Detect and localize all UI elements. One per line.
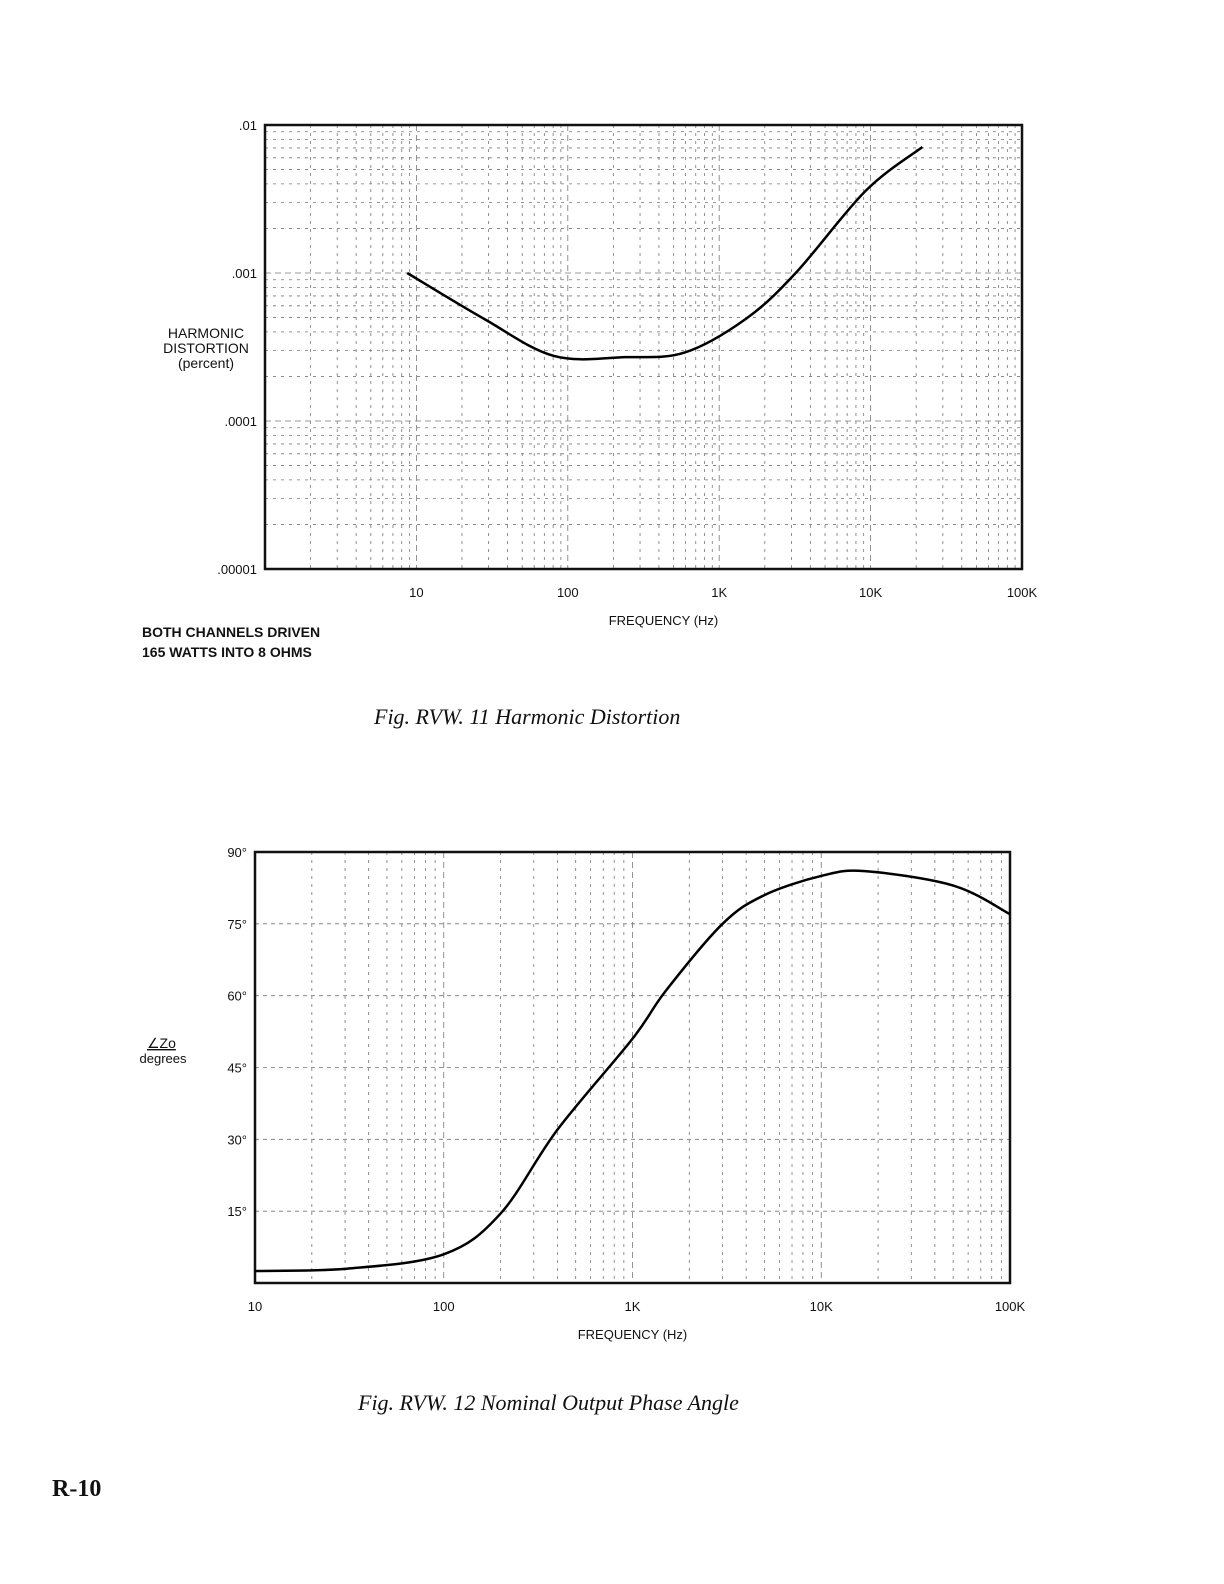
x-axis-label: FREQUENCY (Hz) — [578, 1327, 688, 1342]
x-axis-label: FREQUENCY (Hz) — [609, 613, 719, 628]
y-tick-label: 30° — [227, 1132, 247, 1147]
x-tick-label: 10K — [810, 1299, 833, 1314]
x-tick-label: 100 — [433, 1299, 455, 1314]
y-tick-label: .0001 — [224, 414, 257, 429]
x-tick-label: 100 — [557, 585, 579, 600]
x-tick-label: 10 — [248, 1299, 262, 1314]
figure-11-caption: Fig. RVW. 11 Harmonic Distortion — [374, 704, 681, 729]
y-axis-label: HARMONIC — [168, 325, 244, 341]
plot-frame — [263, 123, 1024, 571]
x-tick-label: 100K — [995, 1299, 1026, 1314]
figure-12-caption: Fig. RVW. 12 Nominal Output Phase Angle — [358, 1390, 739, 1415]
page-number: R-10 — [52, 1476, 102, 1502]
x-tick-label: 100K — [1007, 585, 1038, 600]
y-tick-label: .001 — [232, 266, 257, 281]
y-tick-label: .00001 — [217, 562, 257, 577]
y-axis-label: ∠Zo — [147, 1035, 176, 1051]
test-condition-note-2: 165 WATTS INTO 8 OHMS — [142, 644, 312, 660]
y-tick-label: 75° — [227, 917, 247, 932]
y-tick-label: 15° — [227, 1204, 247, 1219]
y-axis-label: (percent) — [178, 355, 234, 371]
y-tick-label: 60° — [227, 989, 247, 1004]
x-tick-label: 10 — [409, 585, 423, 600]
y-tick-label: .01 — [239, 118, 257, 133]
x-tick-label: 1K — [625, 1299, 641, 1314]
y-axis-label: DISTORTION — [163, 340, 249, 356]
y-tick-label: 90° — [227, 845, 247, 860]
test-condition-note-1: BOTH CHANNELS DRIVEN — [142, 624, 321, 640]
plot-frame — [253, 850, 1012, 1285]
y-tick-label: 45° — [227, 1061, 247, 1076]
x-tick-label: 1K — [711, 585, 727, 600]
series-line-thd — [406, 146, 924, 361]
x-tick-label: 10K — [859, 585, 882, 600]
y-axis-units: degrees — [140, 1051, 187, 1066]
